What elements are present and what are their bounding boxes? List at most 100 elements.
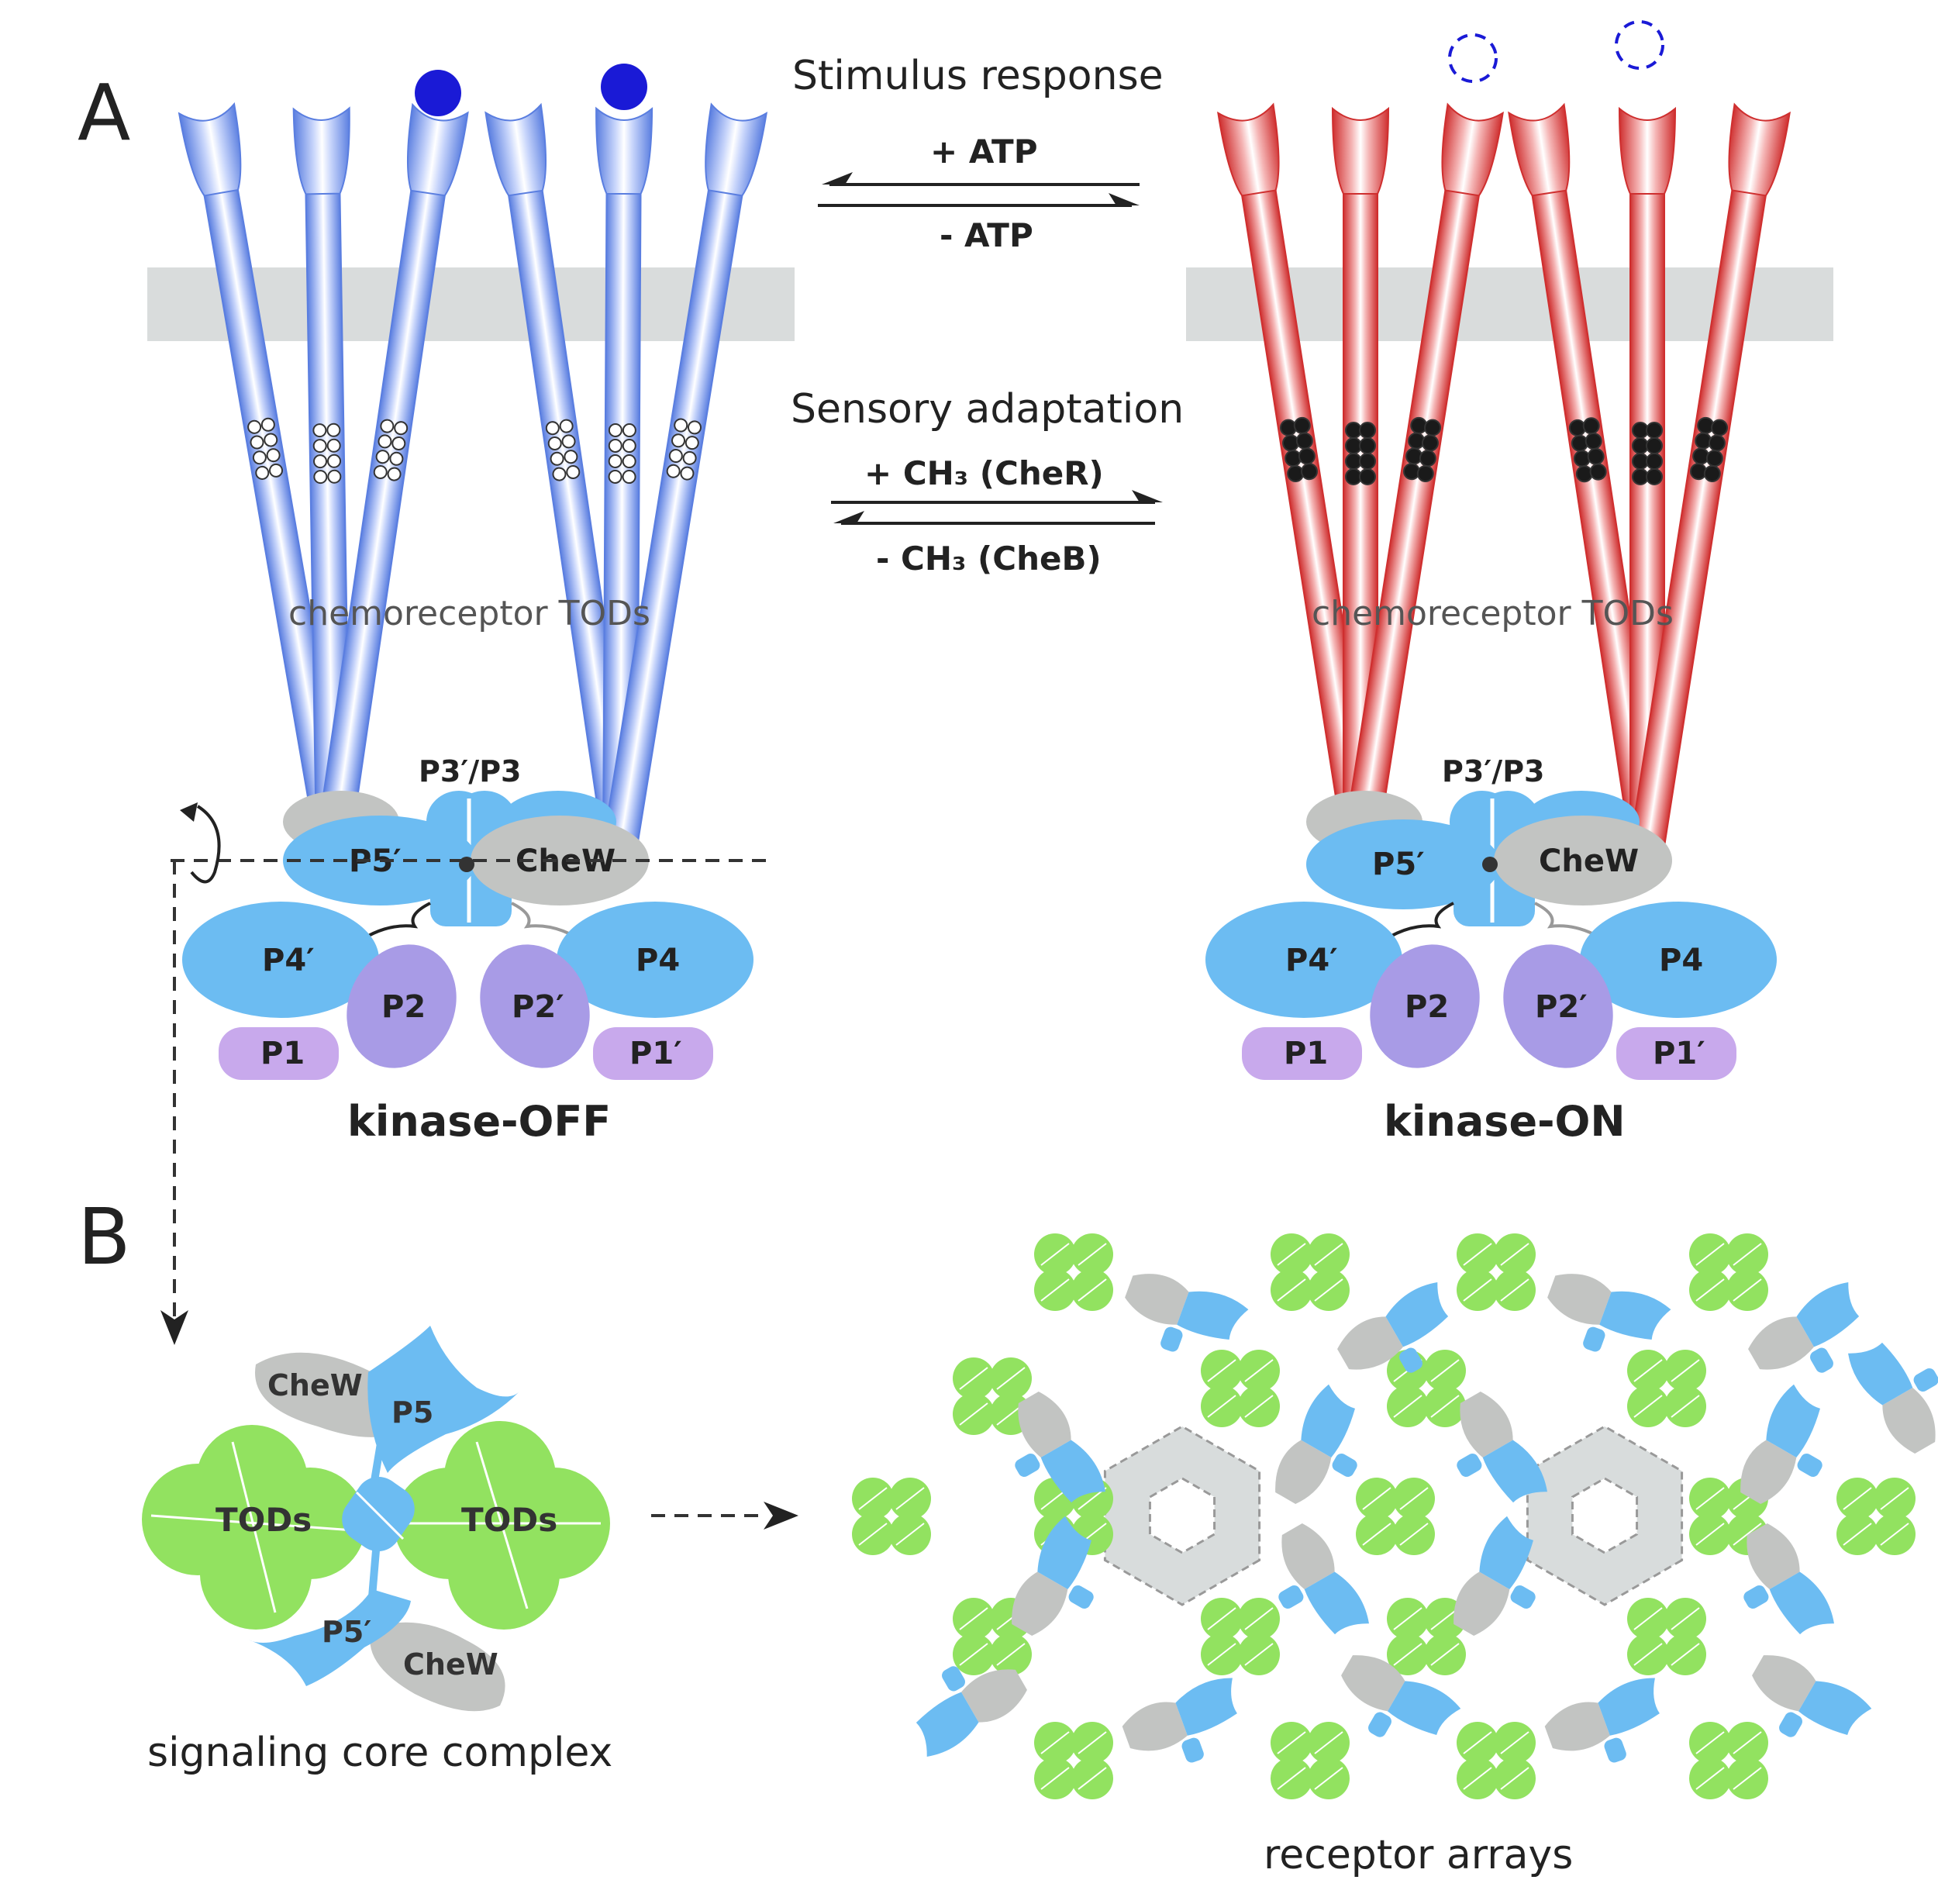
on-dimer-axis-dot <box>1482 857 1498 872</box>
methyl-site <box>387 467 402 481</box>
methyl-site <box>1646 453 1663 470</box>
on-p4-prime-domain <box>1205 902 1402 1018</box>
on-p4-label: P4 <box>1659 943 1703 978</box>
methyl-site <box>545 421 560 436</box>
methyl-site <box>566 464 581 479</box>
methyl-site <box>1416 464 1434 482</box>
methyl-site <box>552 467 567 481</box>
on-p4-prime-label: P4′ <box>1285 943 1338 978</box>
panel-b-label: B <box>78 1192 131 1282</box>
core-complex-caption: signaling core complex <box>147 1730 612 1776</box>
off-p4-label: P4 <box>636 943 680 978</box>
array-kinase-unit-29 <box>1275 1384 1357 1504</box>
off-p4-prime-label: P4′ <box>262 943 315 978</box>
off-p2-label: P2 <box>381 989 426 1025</box>
array-empty-hexagon-2 <box>1526 1425 1684 1606</box>
off-p1-label: P1 <box>260 1036 305 1071</box>
ch3-plus-label: + CH₃ (CheR) <box>864 454 1104 492</box>
array-kinase-unit-34 <box>1454 1516 1536 1636</box>
methyl-site <box>391 436 406 450</box>
receptor-array-lattice <box>852 1233 1938 1799</box>
on-p1-domain <box>1242 1027 1362 1080</box>
array-tod-trimer-6 <box>1689 1233 1768 1311</box>
on-p4-domain <box>1580 902 1777 1018</box>
methyl-site <box>378 434 392 449</box>
array-kinase-unit-32 <box>1012 1516 1094 1636</box>
methyl-site <box>564 450 578 464</box>
p4-prime-domain <box>182 902 379 1018</box>
methyl-site <box>608 423 622 437</box>
array-tod-trimer-23 <box>1689 1722 1768 1799</box>
array-tod-trimer-5 <box>1457 1233 1536 1311</box>
array-kinase-unit-39 <box>1752 1655 1872 1737</box>
atp-minus-label: - ATP <box>940 216 1033 254</box>
core-chew-bottom <box>370 1622 505 1712</box>
array-kinase-unit-37 <box>1341 1655 1461 1737</box>
signaling-core-complex: CheW P5 TODs TODs P5′ CheW signaling cor… <box>142 1326 612 1776</box>
on-p2-prime-label: P2′ <box>1535 989 1588 1025</box>
methyl-site <box>547 436 562 450</box>
core-p5-top <box>367 1326 519 1473</box>
methyl-site <box>671 433 686 448</box>
methyl-site <box>674 418 688 433</box>
off-p2-prime-label: P2′ <box>512 989 564 1025</box>
methyl-site <box>550 451 564 466</box>
receptor-arrays-caption: receptor arrays <box>1264 1832 1573 1878</box>
p4-domain <box>557 902 753 1018</box>
off-tods-label: chemoreceptor TODs <box>288 594 650 633</box>
off-receptor-2 <box>292 106 352 847</box>
array-kinase-unit-27 <box>1748 1282 1860 1373</box>
methyl-site <box>1359 422 1376 439</box>
methyl-site <box>375 450 390 464</box>
array-tod-trimer-3 <box>1034 1233 1113 1311</box>
methyl-site <box>389 451 404 466</box>
methyl-site <box>247 419 262 434</box>
methyl-site <box>687 420 702 435</box>
on-p2-domain <box>1370 944 1480 1068</box>
methyl-site <box>608 454 622 468</box>
array-tod-trimer-17 <box>1201 1598 1280 1675</box>
methyl-site <box>685 436 699 450</box>
off-receptor-3 <box>316 102 469 849</box>
array-tod-trimer-21 <box>1271 1722 1350 1799</box>
array-kinase-unit-41 <box>1848 1342 1938 1454</box>
methyl-site <box>373 464 388 479</box>
array-kinase-unit-31 <box>1740 1384 1822 1504</box>
methyl-site <box>622 439 636 454</box>
rotation-guide <box>160 802 798 1530</box>
array-kinase-unit-30 <box>1457 1392 1547 1503</box>
array-tod-trimer-18 <box>1387 1598 1466 1675</box>
core-tod-left-4 <box>254 1468 366 1579</box>
array-tod-trimer-13 <box>1356 1478 1435 1555</box>
methyl-site <box>622 470 636 485</box>
methyl-site <box>608 469 622 484</box>
methyl-site <box>1359 437 1376 454</box>
rotation-arrow-icon <box>190 805 221 884</box>
array-kinase-unit-40 <box>916 1666 1027 1757</box>
core-p5-top-label: P5 <box>391 1395 433 1430</box>
array-tod-trimer-7 <box>953 1357 1032 1435</box>
methyl-site <box>313 470 328 485</box>
methyl-site <box>622 454 636 469</box>
methyl-site <box>252 450 267 465</box>
methyl-site <box>622 423 636 438</box>
methyl-site <box>380 419 395 433</box>
methyl-site <box>312 423 327 438</box>
kinase-on-assembly: chemoreceptor TODs P3′/P3 P5′ CheW P4′ P… <box>1186 20 1833 1146</box>
methyl-site <box>313 454 328 469</box>
panel-a-label: A <box>78 67 130 158</box>
on-p1-label: P1 <box>1284 1036 1328 1071</box>
on-ligand-2 <box>1615 20 1664 70</box>
chew-domain <box>471 816 649 905</box>
kinase-complex-off <box>182 791 753 1080</box>
methyl-site <box>608 438 622 453</box>
p2-domain <box>347 944 457 1068</box>
on-p1-prime-label: P1′ <box>1653 1036 1705 1071</box>
on-p5-domain <box>1306 819 1500 909</box>
methyl-site <box>666 464 681 478</box>
array-tod-trimer-4 <box>1271 1233 1350 1311</box>
off-p1-prime-label: P1′ <box>629 1036 682 1071</box>
array-tod-trimer-20 <box>1034 1722 1113 1799</box>
atp-equilibrium-arrow <box>818 172 1140 207</box>
